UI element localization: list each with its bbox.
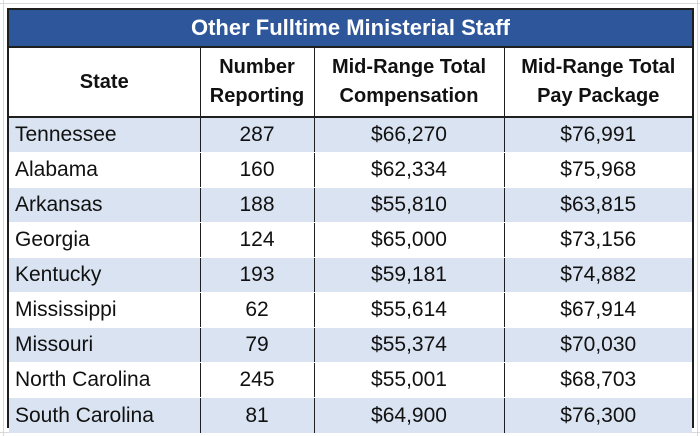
cell-compensation[interactable]: $55,810: [313, 187, 505, 223]
header-compensation[interactable]: Mid-Range Total Compensation: [313, 48, 505, 118]
cell-number[interactable]: 160: [199, 152, 315, 188]
staff-compensation-table: Other Fulltime Ministerial Staff State N…: [7, 8, 694, 434]
sheet-gridline: [697, 0, 698, 436]
header-pay-package[interactable]: Mid-Range Total Pay Package: [503, 48, 692, 118]
cell-state[interactable]: Mississippi: [9, 292, 201, 328]
header-number-line2: Reporting: [209, 85, 305, 107]
table-row: North Carolina 245 $55,001 $68,703: [9, 362, 692, 398]
cell-pay-package[interactable]: $68,703: [503, 362, 692, 398]
cell-pay-package[interactable]: $70,030: [503, 327, 692, 363]
table-row: Arkansas 188 $55,810 $63,815: [9, 187, 692, 223]
table-row: Missouri 79 $55,374 $70,030: [9, 327, 692, 363]
cell-state[interactable]: South Carolina: [9, 397, 201, 434]
cell-state[interactable]: North Carolina: [9, 362, 201, 398]
cell-state[interactable]: Alabama: [9, 152, 201, 188]
cell-pay-package[interactable]: $76,991: [503, 117, 692, 153]
cell-pay-package[interactable]: $63,815: [503, 187, 692, 223]
header-number-reporting[interactable]: Number Reporting: [199, 48, 315, 118]
cell-pay-package[interactable]: $74,882: [503, 257, 692, 293]
sheet-gridline: [0, 3, 700, 4]
sheet-gridline: [3, 0, 4, 436]
header-row: State Number Reporting Mid-Range Total C…: [9, 48, 692, 118]
cell-state[interactable]: Kentucky: [9, 257, 201, 293]
cell-compensation[interactable]: $66,270: [313, 117, 505, 153]
header-state[interactable]: State: [9, 48, 201, 118]
cell-state[interactable]: Georgia: [9, 222, 201, 258]
header-pay-line2: Pay Package: [537, 85, 660, 107]
cell-compensation[interactable]: $62,334: [313, 152, 505, 188]
cell-pay-package[interactable]: $76,300: [503, 397, 692, 434]
cell-compensation[interactable]: $59,181: [313, 257, 505, 293]
cell-compensation[interactable]: $55,374: [313, 327, 505, 363]
header-comp-line2: Compensation: [339, 85, 479, 107]
table-row: Georgia 124 $65,000 $73,156: [9, 222, 692, 258]
cell-number[interactable]: 245: [199, 362, 315, 398]
header-comp-line1: Mid-Range Total: [331, 56, 487, 78]
table-row: Tennessee 287 $66,270 $76,991: [9, 117, 692, 153]
header-state-label: State: [79, 70, 129, 93]
cell-compensation[interactable]: $64,900: [313, 397, 505, 434]
cell-state[interactable]: Tennessee: [9, 117, 201, 153]
table-row: Mississippi 62 $55,614 $67,914: [9, 292, 692, 328]
table-row: Kentucky 193 $59,181 $74,882: [9, 257, 692, 293]
data-table: State Number Reporting Mid-Range Total C…: [9, 48, 692, 434]
cell-number[interactable]: 62: [199, 292, 315, 328]
table-row: Alabama 160 $62,334 $75,968: [9, 152, 692, 188]
cell-number[interactable]: 193: [199, 257, 315, 293]
cell-pay-package[interactable]: $73,156: [503, 222, 692, 258]
header-pay-line1: Mid-Range Total: [521, 56, 676, 78]
cell-state[interactable]: Missouri: [9, 327, 201, 363]
cell-compensation[interactable]: $55,614: [313, 292, 505, 328]
cell-number[interactable]: 124: [199, 222, 315, 258]
table-row: South Carolina 81 $64,900 $76,300: [9, 397, 692, 434]
header-number-line1: Number: [219, 56, 295, 78]
cell-number[interactable]: 79: [199, 327, 315, 363]
cell-number[interactable]: 81: [199, 397, 315, 434]
cell-pay-package[interactable]: $75,968: [503, 152, 692, 188]
cell-number[interactable]: 287: [199, 117, 315, 153]
cell-compensation[interactable]: $55,001: [313, 362, 505, 398]
cell-number[interactable]: 188: [199, 187, 315, 223]
cell-compensation[interactable]: $65,000: [313, 222, 505, 258]
cell-pay-package[interactable]: $67,914: [503, 292, 692, 328]
cell-state[interactable]: Arkansas: [9, 187, 201, 223]
table-title: Other Fulltime Ministerial Staff: [9, 10, 692, 48]
